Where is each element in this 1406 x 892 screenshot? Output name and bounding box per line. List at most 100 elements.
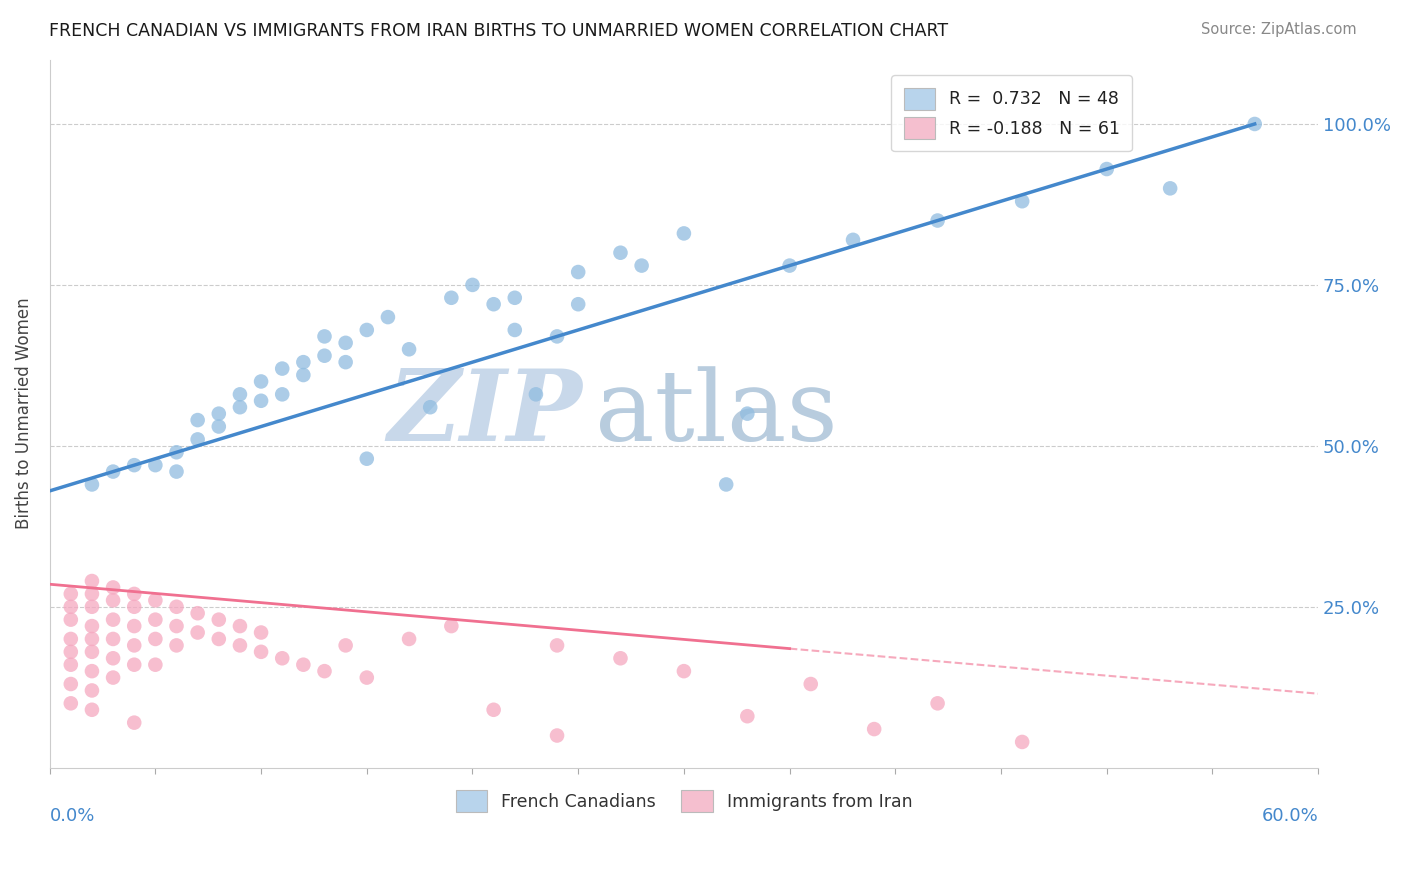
Point	[59, 587, 82, 601]
Point	[122, 715, 145, 730]
Text: 60.0%: 60.0%	[1261, 806, 1319, 824]
Point	[546, 729, 568, 743]
Point	[80, 645, 103, 659]
Point	[208, 613, 231, 627]
Point	[59, 645, 82, 659]
Point	[482, 297, 505, 311]
Point	[229, 387, 252, 401]
Point	[80, 632, 103, 646]
Point	[59, 632, 82, 646]
Point	[863, 722, 886, 736]
Point	[101, 581, 124, 595]
Point	[101, 593, 124, 607]
Point	[59, 677, 82, 691]
Point	[737, 407, 759, 421]
Point	[101, 465, 124, 479]
Point	[737, 709, 759, 723]
Point	[440, 619, 463, 633]
Point	[101, 651, 124, 665]
Point	[567, 265, 589, 279]
Point	[122, 458, 145, 472]
Point	[80, 683, 103, 698]
Point	[335, 335, 357, 350]
Point	[335, 639, 357, 653]
Point	[314, 349, 336, 363]
Point	[1011, 194, 1033, 209]
Point	[779, 259, 801, 273]
Point	[314, 664, 336, 678]
Point	[59, 657, 82, 672]
Point	[145, 613, 167, 627]
Point	[609, 245, 631, 260]
Point	[145, 458, 167, 472]
Point	[80, 619, 103, 633]
Point	[166, 465, 188, 479]
Point	[630, 259, 652, 273]
Point	[229, 639, 252, 653]
Point	[398, 632, 420, 646]
Point	[1011, 735, 1033, 749]
Point	[101, 613, 124, 627]
Point	[1095, 162, 1118, 177]
Point	[145, 657, 167, 672]
Point	[166, 639, 188, 653]
Point	[166, 445, 188, 459]
Point	[714, 477, 737, 491]
Point	[440, 291, 463, 305]
Point	[503, 323, 526, 337]
Point	[122, 619, 145, 633]
Point	[187, 606, 209, 620]
Point	[187, 413, 209, 427]
Point	[250, 375, 273, 389]
Y-axis label: Births to Unmarried Women: Births to Unmarried Women	[15, 298, 32, 530]
Point	[122, 587, 145, 601]
Point	[503, 291, 526, 305]
Point	[145, 632, 167, 646]
Point	[122, 657, 145, 672]
Point	[524, 387, 547, 401]
Point	[187, 625, 209, 640]
Point	[80, 574, 103, 588]
Point	[927, 213, 949, 227]
Point	[292, 355, 315, 369]
Point	[1243, 117, 1265, 131]
Point	[59, 599, 82, 614]
Point	[208, 407, 231, 421]
Point	[546, 329, 568, 343]
Text: FRENCH CANADIAN VS IMMIGRANTS FROM IRAN BIRTHS TO UNMARRIED WOMEN CORRELATION CH: FRENCH CANADIAN VS IMMIGRANTS FROM IRAN …	[49, 22, 948, 40]
Point	[122, 639, 145, 653]
Point	[419, 401, 441, 415]
Point	[80, 703, 103, 717]
Legend: French Canadians, Immigrants from Iran: French Canadians, Immigrants from Iran	[449, 783, 920, 819]
Point	[229, 401, 252, 415]
Point	[145, 593, 167, 607]
Point	[250, 625, 273, 640]
Point	[80, 477, 103, 491]
Point	[80, 599, 103, 614]
Point	[800, 677, 823, 691]
Point	[250, 393, 273, 408]
Point	[101, 671, 124, 685]
Point	[842, 233, 865, 247]
Point	[59, 613, 82, 627]
Point	[567, 297, 589, 311]
Point	[80, 587, 103, 601]
Point	[672, 664, 695, 678]
Point	[59, 696, 82, 710]
Point	[271, 387, 294, 401]
Point	[335, 355, 357, 369]
Point	[292, 657, 315, 672]
Point	[356, 451, 378, 466]
Point	[208, 419, 231, 434]
Text: 0.0%: 0.0%	[49, 806, 96, 824]
Point	[609, 651, 631, 665]
Point	[166, 599, 188, 614]
Point	[101, 632, 124, 646]
Point	[672, 227, 695, 241]
Point	[80, 664, 103, 678]
Point	[292, 368, 315, 382]
Point	[356, 323, 378, 337]
Text: Source: ZipAtlas.com: Source: ZipAtlas.com	[1201, 22, 1357, 37]
Point	[356, 671, 378, 685]
Text: atlas: atlas	[595, 366, 838, 461]
